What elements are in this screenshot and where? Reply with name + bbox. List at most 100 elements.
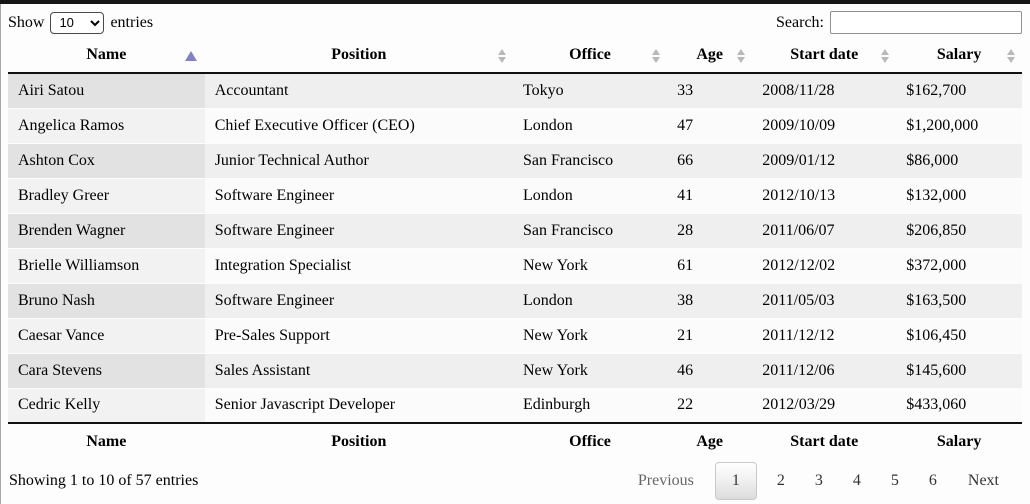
table-controls-bottom: Showing 1 to 10 of 57 entries Previous 1 2…: [8, 462, 1022, 500]
data-table: Name Position Office Age Start date Salary Ai…: [8, 40, 1022, 461]
table-header: Name Position Office Age Start date Salary: [8, 40, 1022, 74]
cell-office: New York: [512, 247, 668, 283]
column-header-start-date[interactable]: Start date: [752, 40, 897, 74]
footer-column-start-date: Start date: [752, 422, 897, 461]
pagination-next-button[interactable]: Next: [967, 472, 999, 489]
sort-both-icon: [497, 49, 506, 63]
cell-start-date: 2011/12/06: [752, 352, 897, 388]
cell-name: Brielle Williamson: [8, 247, 205, 283]
table-row: Bruno Nash Software Engineer London 38 2011/…: [8, 282, 1022, 318]
cell-office: San Francisco: [512, 142, 668, 178]
column-header-label: Position: [331, 46, 387, 63]
column-header-name[interactable]: Name: [8, 40, 205, 74]
cell-age: 66: [667, 142, 753, 178]
cell-age: 41: [667, 177, 753, 213]
cell-salary: $163,500: [896, 282, 1022, 318]
cell-office: San Francisco: [512, 212, 668, 248]
cell-office: London: [512, 282, 668, 318]
column-header-age[interactable]: Age: [667, 40, 753, 74]
cell-start-date: 2011/06/07: [752, 212, 897, 248]
table-footer: Name Position Office Age Start date Salary: [8, 422, 1022, 461]
cell-salary: $132,000: [896, 177, 1022, 213]
column-header-office[interactable]: Office: [512, 40, 668, 74]
page-length-select[interactable]: 10: [50, 11, 105, 34]
cell-office: London: [512, 177, 668, 213]
footer-column-salary: Salary: [896, 422, 1022, 461]
table-row: Brenden Wagner Software Engineer San Franc…: [8, 212, 1022, 248]
pagination-page-4-button[interactable]: 4: [852, 472, 861, 489]
cell-name: Ashton Cox: [8, 142, 205, 178]
cell-age: 47: [667, 107, 753, 143]
cell-start-date: 2012/10/13: [752, 177, 897, 213]
table-row: Bradley Greer Software Engineer London 41 20…: [8, 177, 1022, 213]
cell-position: Integration Specialist: [204, 247, 513, 283]
sort-down-triangle: [881, 57, 890, 63]
pagination-page-1-button[interactable]: 1: [714, 462, 757, 500]
cell-office: New York: [512, 317, 668, 353]
cell-age: 33: [667, 73, 753, 108]
cell-name: Bradley Greer: [8, 177, 205, 213]
cell-office: Tokyo: [512, 73, 668, 108]
sort-up-triangle: [652, 49, 661, 55]
left-edge-border: [0, 4, 1, 504]
sort-down-triangle: [737, 57, 746, 63]
cell-age: 38: [667, 282, 753, 318]
cell-name: Caesar Vance: [8, 317, 205, 353]
search-control: Search:: [776, 11, 1022, 34]
datatable-container: Show 10 entries Search: Name Position Offi…: [0, 4, 1030, 500]
cell-position: Chief Executive Officer (CEO): [204, 107, 513, 143]
cell-office: London: [512, 107, 668, 143]
column-header-salary[interactable]: Salary: [896, 40, 1022, 74]
cell-start-date: 2009/01/12: [752, 142, 897, 178]
search-input[interactable]: [830, 11, 1022, 34]
cell-start-date: 2011/12/12: [752, 317, 897, 353]
show-label: Show: [8, 13, 45, 31]
sort-both-icon: [881, 49, 890, 63]
sort-down-triangle: [652, 57, 661, 63]
cell-start-date: 2012/12/02: [752, 247, 897, 283]
pagination-page-5-button[interactable]: 5: [890, 472, 899, 489]
cell-position: Software Engineer: [204, 282, 513, 318]
cell-age: 21: [667, 317, 753, 353]
page-length-control: Show 10 entries: [8, 11, 154, 34]
column-header-position[interactable]: Position: [204, 40, 513, 74]
entries-label: entries: [110, 13, 154, 31]
cell-name: Cedric Kelly: [8, 387, 205, 423]
column-header-label: Age: [696, 46, 723, 63]
cell-age: 61: [667, 247, 753, 283]
table-row: Airi Satou Accountant Tokyo 33 2008/11/28 $16…: [8, 73, 1022, 108]
footer-column-name: Name: [8, 422, 205, 461]
cell-age: 46: [667, 352, 753, 388]
sort-up-triangle: [881, 49, 890, 55]
cell-start-date: 2011/05/03: [752, 282, 897, 318]
cell-office: Edinburgh: [512, 387, 668, 423]
pagination-page-2-button[interactable]: 2: [776, 472, 785, 489]
cell-salary: $106,450: [896, 317, 1022, 353]
pagination-previous-button[interactable]: Previous: [637, 472, 694, 489]
cell-start-date: 2008/11/28: [752, 73, 897, 108]
cell-position: Senior Javascript Developer: [204, 387, 513, 423]
table-row: Cedric Kelly Senior Javascript Developer E…: [8, 387, 1022, 423]
cell-salary: $433,060: [896, 387, 1022, 423]
cell-position: Junior Technical Author: [204, 142, 513, 178]
table-row: Angelica Ramos Chief Executive Officer (C…: [8, 107, 1022, 143]
cell-salary: $86,000: [896, 142, 1022, 178]
table-row: Caesar Vance Pre-Sales Support New York 21 2…: [8, 317, 1022, 353]
pagination-page-3-button[interactable]: 3: [814, 472, 823, 489]
cell-salary: $145,600: [896, 352, 1022, 388]
pagination-page-6-button[interactable]: 6: [928, 472, 937, 489]
cell-name: Brenden Wagner: [8, 212, 205, 248]
pagination: Previous 1 2 3 4 5 6 Next: [623, 462, 1014, 500]
cell-start-date: 2012/03/29: [752, 387, 897, 423]
column-header-label: Start date: [790, 46, 859, 63]
sort-up-triangle: [737, 49, 746, 55]
footer-column-office: Office: [512, 422, 668, 461]
cell-office: New York: [512, 352, 668, 388]
top-divider-bar: [0, 0, 1030, 4]
cell-salary: $162,700: [896, 73, 1022, 108]
table-row: Brielle Williamson Integration Specialist…: [8, 247, 1022, 283]
sort-both-icon: [1007, 49, 1015, 63]
cell-position: Accountant: [204, 73, 513, 108]
cell-salary: $372,000: [896, 247, 1022, 283]
footer-column-age: Age: [667, 422, 753, 461]
